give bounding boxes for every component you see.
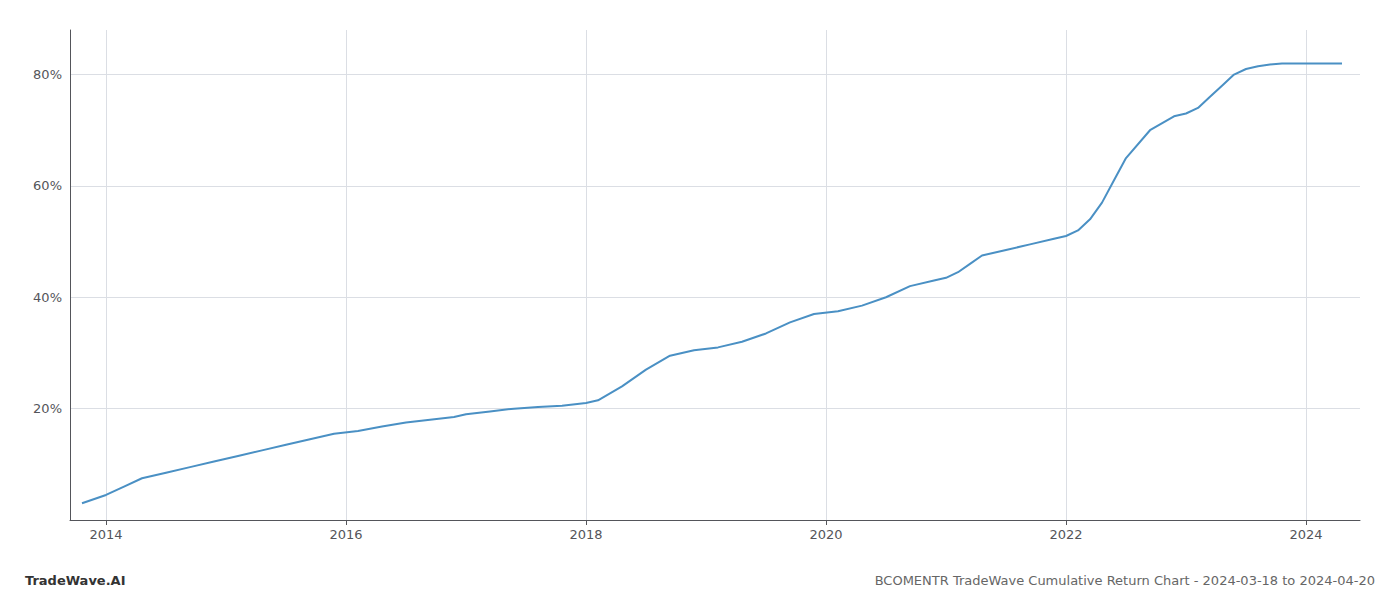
svg-text:2018: 2018 (569, 527, 602, 542)
svg-text:80%: 80% (33, 67, 62, 82)
svg-text:20%: 20% (33, 401, 62, 416)
svg-text:2024: 2024 (1289, 527, 1322, 542)
svg-text:BCOMENTR TradeWave Cumulative: BCOMENTR TradeWave Cumulative Return Cha… (875, 573, 1375, 588)
svg-text:2016: 2016 (329, 527, 362, 542)
svg-text:2022: 2022 (1049, 527, 1082, 542)
svg-text:2014: 2014 (89, 527, 122, 542)
svg-text:60%: 60% (33, 178, 62, 193)
svg-text:TradeWave.AI: TradeWave.AI (25, 573, 126, 588)
svg-text:40%: 40% (33, 290, 62, 305)
svg-text:2020: 2020 (809, 527, 842, 542)
